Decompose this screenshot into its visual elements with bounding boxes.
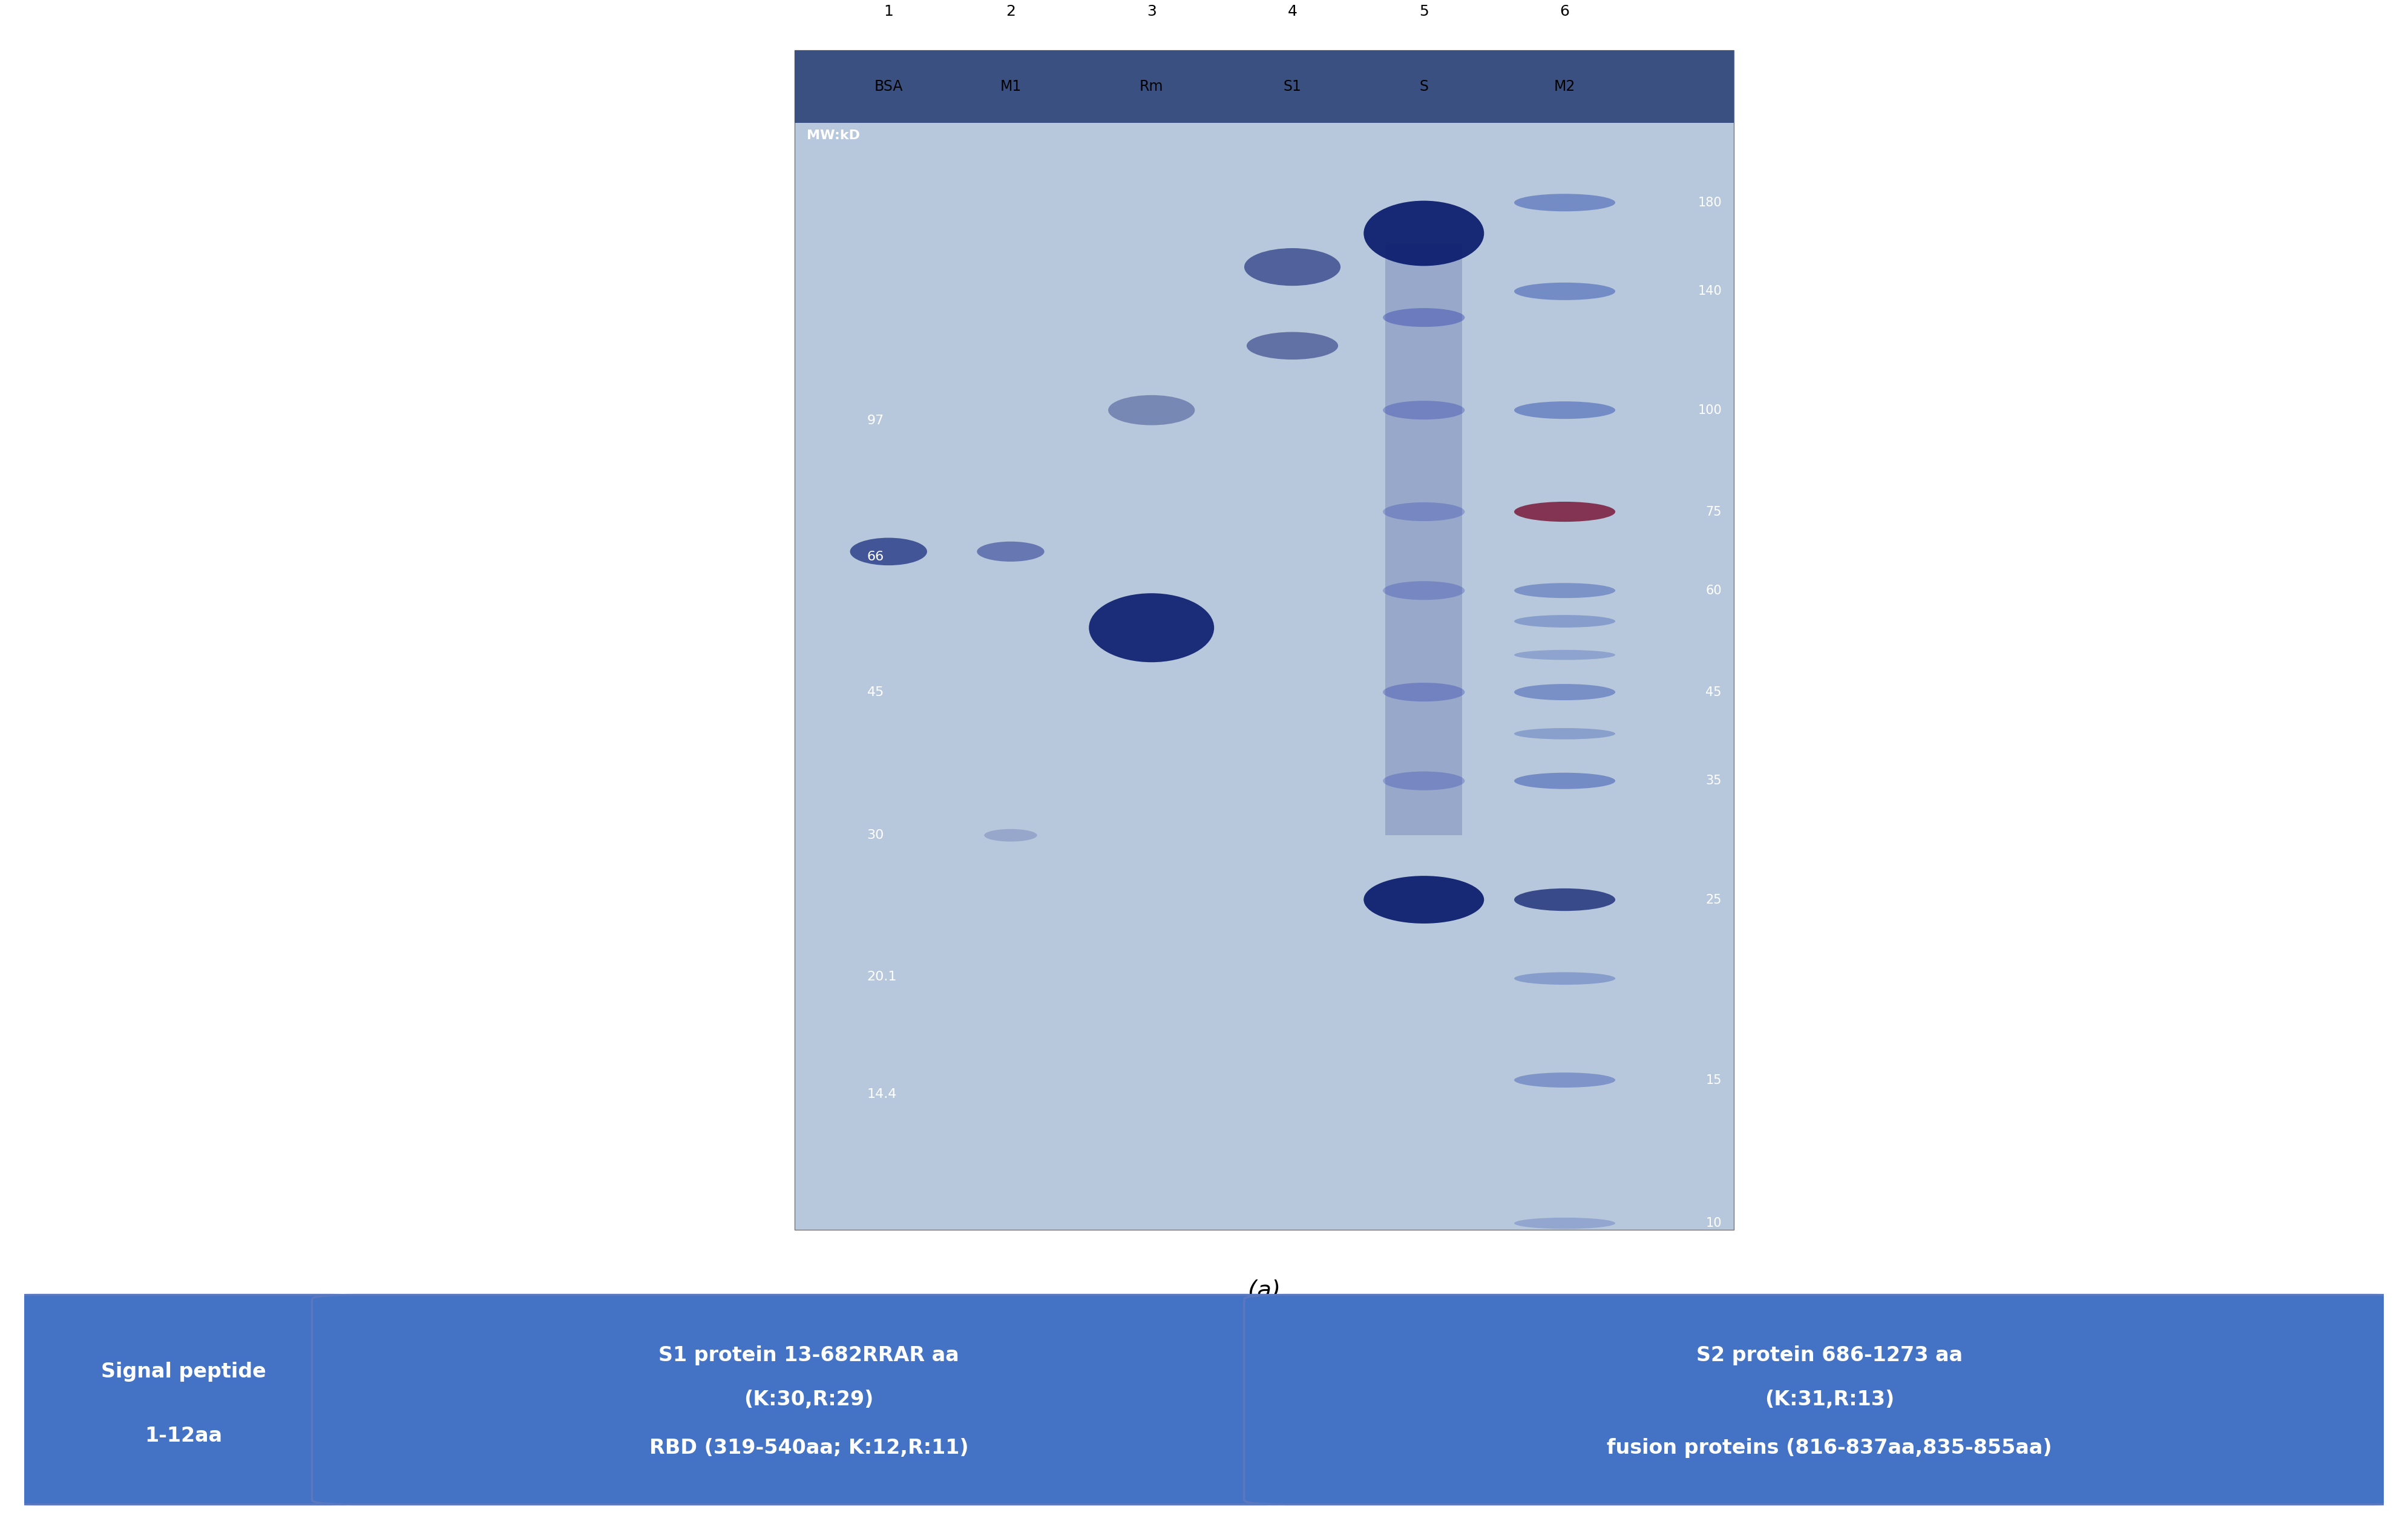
Ellipse shape: [1515, 283, 1616, 300]
Text: 75: 75: [1705, 506, 1722, 517]
Text: fusion proteins (816-837aa,835-855aa): fusion proteins (816-837aa,835-855aa): [1606, 1438, 2052, 1458]
Ellipse shape: [1515, 401, 1616, 419]
Text: 1: 1: [884, 5, 893, 18]
Ellipse shape: [1515, 650, 1616, 659]
Text: BSA: BSA: [874, 80, 903, 93]
Text: 35: 35: [1705, 774, 1722, 786]
Text: 45: 45: [867, 685, 884, 698]
Text: 14.4: 14.4: [867, 1088, 896, 1100]
Ellipse shape: [1515, 1218, 1616, 1229]
Ellipse shape: [1515, 889, 1616, 910]
Text: 66: 66: [867, 551, 884, 563]
Text: 180: 180: [1698, 196, 1722, 208]
Text: (a): (a): [1247, 1279, 1281, 1302]
Bar: [1385, 245, 1462, 835]
Text: M2: M2: [1553, 80, 1575, 93]
Ellipse shape: [1515, 502, 1616, 522]
Bar: [795, 50, 1734, 1230]
Ellipse shape: [1363, 875, 1483, 924]
Ellipse shape: [1382, 682, 1464, 702]
Text: 97: 97: [867, 415, 884, 427]
Bar: [795, 50, 1734, 122]
Text: Rm: Rm: [1139, 80, 1163, 93]
FancyBboxPatch shape: [0, 1294, 373, 1504]
Text: S1 protein 13-682RRAR aa: S1 protein 13-682RRAR aa: [657, 1345, 958, 1365]
Ellipse shape: [1515, 773, 1616, 789]
Text: 2: 2: [1007, 5, 1016, 18]
Ellipse shape: [1515, 728, 1616, 739]
Ellipse shape: [1515, 1073, 1616, 1088]
Text: 15: 15: [1705, 1074, 1722, 1086]
Text: 140: 140: [1698, 285, 1722, 297]
Ellipse shape: [1382, 771, 1464, 791]
Text: RBD (319-540aa; K:12,R:11): RBD (319-540aa; K:12,R:11): [650, 1438, 968, 1458]
Ellipse shape: [1247, 332, 1339, 360]
Ellipse shape: [1382, 581, 1464, 600]
Text: 3: 3: [1146, 5, 1156, 18]
Ellipse shape: [1382, 502, 1464, 522]
Ellipse shape: [1382, 401, 1464, 419]
Text: Signal peptide: Signal peptide: [101, 1362, 265, 1382]
Text: 20.1: 20.1: [867, 970, 896, 982]
Text: M1: M1: [999, 80, 1021, 93]
Ellipse shape: [1515, 583, 1616, 598]
Ellipse shape: [1515, 615, 1616, 627]
Text: MW:kD: MW:kD: [807, 129, 860, 141]
Text: 100: 100: [1698, 404, 1722, 416]
Ellipse shape: [1363, 200, 1483, 266]
Ellipse shape: [1515, 684, 1616, 701]
Text: (K:31,R:13): (K:31,R:13): [1765, 1389, 1895, 1409]
Ellipse shape: [1088, 594, 1214, 662]
Text: 6: 6: [1560, 5, 1570, 18]
Text: S2 protein 686-1273 aa: S2 protein 686-1273 aa: [1695, 1345, 1963, 1365]
Ellipse shape: [1515, 972, 1616, 985]
Text: (K:30,R:29): (K:30,R:29): [744, 1389, 874, 1409]
Text: 60: 60: [1705, 584, 1722, 597]
Ellipse shape: [1382, 308, 1464, 327]
Text: S: S: [1418, 80, 1428, 93]
Text: 10: 10: [1705, 1218, 1722, 1229]
Ellipse shape: [1108, 395, 1194, 425]
FancyBboxPatch shape: [313, 1294, 1305, 1504]
Ellipse shape: [985, 829, 1038, 842]
Text: 45: 45: [1705, 685, 1722, 698]
FancyBboxPatch shape: [1245, 1294, 2408, 1504]
Text: 30: 30: [867, 829, 884, 842]
Ellipse shape: [978, 542, 1045, 562]
Text: 25: 25: [1705, 894, 1722, 906]
Text: 4: 4: [1288, 5, 1298, 18]
Text: 1-12aa: 1-12aa: [144, 1426, 222, 1446]
Ellipse shape: [850, 537, 927, 566]
Ellipse shape: [1515, 194, 1616, 211]
Text: 5: 5: [1418, 5, 1428, 18]
Text: S1: S1: [1283, 80, 1300, 93]
Ellipse shape: [1245, 248, 1341, 286]
